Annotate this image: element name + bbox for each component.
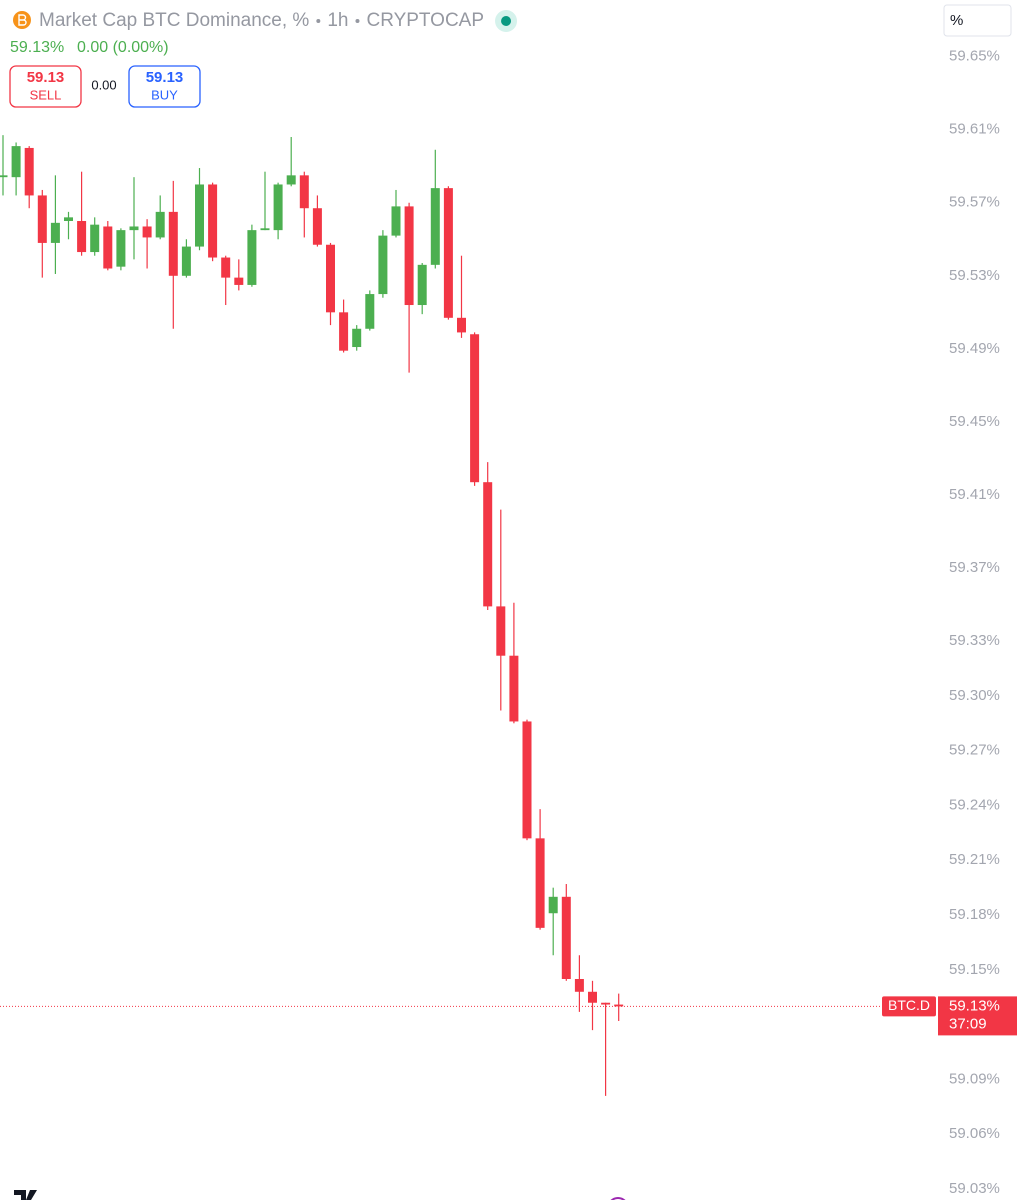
legend-last: 59.13% bbox=[10, 39, 64, 56]
y-tick-label: 59.53% bbox=[949, 267, 1000, 284]
spread: 0.00 bbox=[91, 77, 116, 92]
y-tick-label: 59.33% bbox=[949, 632, 1000, 649]
candle-body bbox=[181, 246, 191, 276]
candle-body bbox=[574, 978, 584, 992]
candle-body bbox=[404, 206, 414, 306]
price-badge bbox=[938, 996, 1017, 1036]
candle-body bbox=[483, 482, 493, 607]
separator bbox=[355, 19, 360, 23]
candle-body bbox=[64, 217, 73, 222]
y-tick-label: 59.18% bbox=[949, 906, 1000, 923]
candle-body bbox=[247, 230, 257, 285]
candle-body bbox=[614, 1004, 624, 1007]
legend-change: 0.00 (0.00%) bbox=[77, 39, 169, 56]
candle-body bbox=[50, 222, 60, 243]
symbol: BTC.D bbox=[888, 997, 930, 1013]
candle-body bbox=[561, 896, 571, 979]
candle-body bbox=[378, 235, 388, 295]
brand-logo bbox=[14, 1190, 37, 1200]
candle-body bbox=[234, 277, 244, 285]
buy-button[interactable] bbox=[128, 65, 201, 108]
candle-body bbox=[470, 334, 480, 483]
buy-price: 59.13 bbox=[146, 69, 184, 86]
sell-label: SELL bbox=[30, 87, 62, 102]
candle-body bbox=[299, 175, 309, 209]
candle-body bbox=[0, 175, 8, 178]
y-tick-label: 59.21% bbox=[949, 851, 1000, 868]
y-tick-label: 59.41% bbox=[949, 486, 1000, 503]
chart-title: Market Cap BTC Dominance, % bbox=[39, 10, 309, 31]
y-tick-label: 59.27% bbox=[949, 742, 1000, 759]
candle-body bbox=[77, 221, 87, 253]
candle-body bbox=[352, 328, 362, 348]
candle-body bbox=[286, 175, 296, 185]
candle-body bbox=[509, 655, 519, 722]
sell-price: 59.13 bbox=[27, 69, 65, 86]
unit: % bbox=[950, 12, 963, 29]
candle-body bbox=[339, 312, 349, 351]
candle-body bbox=[11, 146, 21, 178]
y-tick-label: 59.57% bbox=[949, 194, 1000, 211]
interval[interactable]: 1h bbox=[327, 10, 348, 31]
candle-body bbox=[195, 184, 204, 247]
candle-body bbox=[443, 188, 453, 318]
candle-body bbox=[221, 257, 231, 278]
countdown: 37:09 bbox=[949, 1015, 987, 1032]
y-tick-label: 59.65% bbox=[949, 48, 1000, 65]
source: CRYPTOCAP bbox=[366, 10, 484, 31]
candle-body bbox=[142, 226, 152, 238]
symbol-badge bbox=[882, 996, 936, 1017]
candle-body bbox=[588, 991, 597, 1003]
unit-button[interactable] bbox=[943, 4, 1012, 37]
candle-body bbox=[457, 317, 466, 333]
separator bbox=[316, 19, 321, 23]
buy-label: BUY bbox=[151, 87, 178, 102]
coin-glyph bbox=[18, 14, 27, 26]
candle-body bbox=[601, 1002, 611, 1005]
candle-body bbox=[496, 606, 506, 656]
plot: 59.65% 59.61% 59.57% 59.53% 59.49% 59.45% 59.4… bbox=[0, 48, 1017, 1197]
y-tick-label: 59.24% bbox=[949, 796, 1000, 813]
event-marker[interactable] bbox=[608, 1197, 628, 1200]
y-tick-label: 59.03% bbox=[949, 1180, 1000, 1197]
market-status[interactable] bbox=[501, 16, 512, 26]
candle-body bbox=[273, 184, 283, 231]
candle-body bbox=[24, 147, 34, 196]
candle-body bbox=[168, 211, 178, 276]
candle-body bbox=[116, 230, 126, 267]
candle-body bbox=[103, 226, 113, 269]
candle-body bbox=[129, 226, 139, 231]
candle-body bbox=[37, 195, 47, 243]
candle-body bbox=[522, 721, 532, 839]
candle-body bbox=[208, 184, 218, 258]
candle-body bbox=[260, 228, 270, 231]
y-tick-label: 59.06% bbox=[949, 1125, 1000, 1142]
y-tick-label: 59.61% bbox=[949, 121, 1000, 138]
candle-body bbox=[548, 896, 558, 914]
candle-body bbox=[312, 208, 322, 245]
y-tick-label: 59.30% bbox=[949, 687, 1000, 704]
candle-body bbox=[90, 224, 100, 253]
candle-body bbox=[155, 211, 165, 238]
sell-button[interactable] bbox=[9, 65, 82, 108]
y-tick-label: 59.37% bbox=[949, 559, 1000, 576]
y-tick-label: 59.49% bbox=[949, 340, 1000, 357]
candle-body bbox=[365, 294, 375, 329]
candle-body bbox=[535, 838, 545, 928]
candle-body bbox=[417, 264, 427, 306]
y-tick-label: 59.15% bbox=[949, 961, 1000, 978]
last-price-label: 59.13% bbox=[949, 997, 1000, 1014]
candle-body bbox=[326, 244, 335, 313]
candle-body bbox=[430, 188, 440, 265]
candle-body bbox=[391, 206, 401, 236]
y-tick-label: 59.45% bbox=[949, 413, 1000, 430]
y-tick-label: 59.09% bbox=[949, 1070, 1000, 1087]
